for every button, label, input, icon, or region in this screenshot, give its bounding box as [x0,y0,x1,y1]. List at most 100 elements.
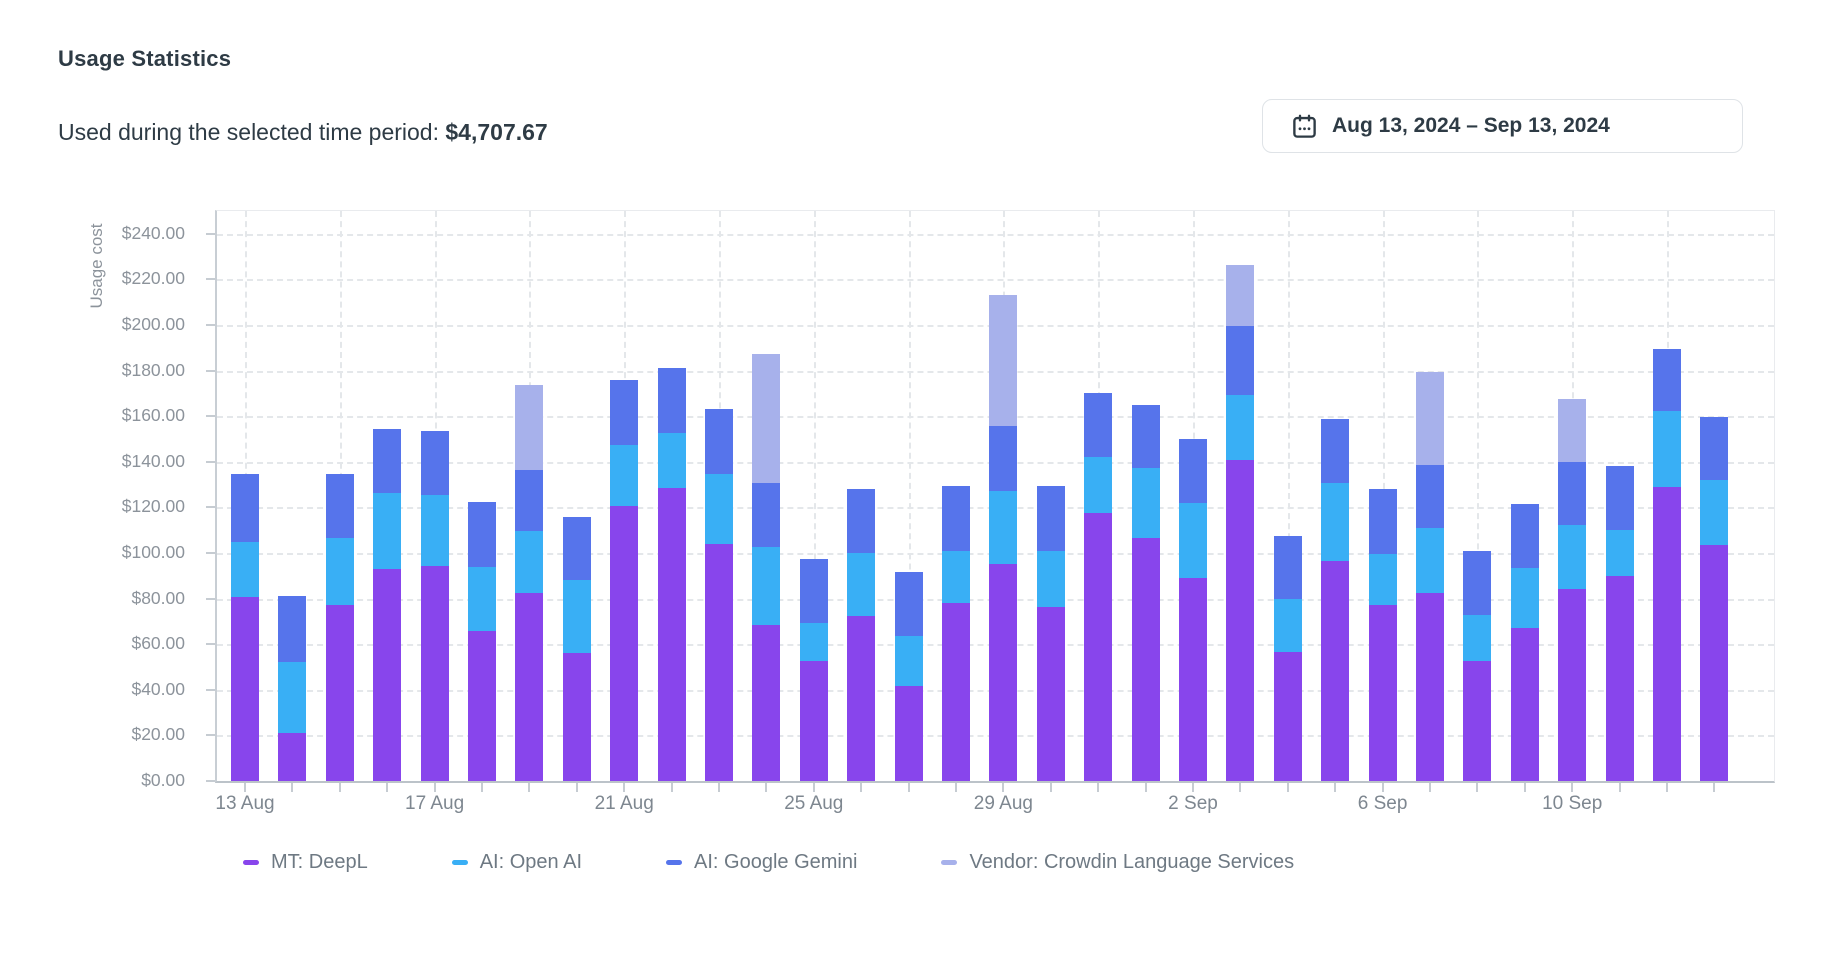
x-axis-tick [1666,783,1668,792]
y-tick-label: $20.00 [131,724,185,745]
bar-segment [752,624,781,781]
y-tick-label: $80.00 [131,587,185,608]
bar-segment [1084,457,1113,514]
y-axis-tick [206,460,215,463]
x-axis-tick [575,783,578,792]
bar-stack[interactable] [799,211,828,781]
x-axis-tick [1286,783,1289,792]
date-range-picker[interactable]: Aug 13, 2024 – Sep 13, 2024 [1262,99,1743,153]
bar-segment [1226,326,1255,395]
bar-stack[interactable] [657,211,686,781]
bar-segment [1463,614,1492,662]
bar-segment [1368,554,1397,606]
x-axis-tick [1239,783,1242,792]
bar-stack[interactable] [468,211,496,781]
y-axis-tick [206,688,215,691]
bar-stack[interactable] [278,211,307,781]
bar-segment [942,485,970,551]
bar-stack[interactable] [1273,211,1302,781]
bar-stack[interactable] [989,211,1018,781]
bar-segment [1273,652,1302,781]
bar-segment [989,426,1018,492]
x-axis-tick [860,783,863,792]
bar-segment [1084,513,1113,781]
bar-stack[interactable] [1558,211,1587,781]
bar-stack[interactable] [1416,211,1444,781]
legend-item[interactable]: Vendor: Crowdin Language Services [941,851,1294,874]
x-gridline [1287,211,1290,781]
bar-segment [610,444,639,507]
bar-segment [752,483,781,548]
bar-stack[interactable] [1084,211,1113,781]
x-tick-label: 6 Sep [1357,793,1408,814]
x-gridline [908,211,911,781]
bar-segment [894,686,923,781]
bar-segment [373,568,402,781]
chart-legend: MT: DeepL AI: Open AI AI: Google Gemini Ven… [243,851,1294,874]
bar-segment [373,492,402,569]
bar-segment [799,622,828,662]
bar-segment [1416,592,1444,781]
bar-segment [705,474,733,544]
legend-item[interactable]: AI: Google Gemini [666,851,857,874]
y-tick-label: $240.00 [121,222,185,243]
bar-stack[interactable] [231,211,259,781]
bar-stack[interactable] [562,211,591,781]
bar-stack[interactable] [1368,211,1397,781]
x-axis-tick [1476,783,1479,792]
bar-segment [562,653,591,781]
bar-stack[interactable] [420,211,449,781]
x-axis-tick [623,783,626,792]
bar-stack[interactable] [1510,211,1539,781]
bar-stack[interactable] [752,211,781,781]
bar-segment [847,489,876,553]
bar-segment [1700,480,1729,546]
x-axis-tick [1523,783,1526,792]
bar-segment [1510,567,1539,629]
y-axis-tick [206,780,215,782]
bar-segment [1416,465,1444,528]
bar-stack[interactable] [325,211,354,781]
bar-stack[interactable] [705,211,733,781]
y-tick-label: $180.00 [121,359,185,380]
bar-stack[interactable] [1179,211,1207,781]
bar-stack[interactable] [515,211,544,781]
bar-stack[interactable] [373,211,402,781]
y-tick-label: $0.00 [141,770,185,790]
bar-segment [231,474,259,542]
bar-segment [1653,410,1681,487]
bar-segment [468,630,496,781]
x-axis-tick [907,783,910,792]
bar-stack[interactable] [1700,211,1729,781]
x-axis-tick [1429,783,1431,792]
bar-stack[interactable] [942,211,970,781]
bar-segment [942,550,970,604]
x-axis-tick [670,783,673,792]
legend-item[interactable]: MT: DeepL [243,851,368,874]
legend-item[interactable]: AI: Open AI [451,851,582,874]
x-axis-tick [481,783,483,792]
bar-stack[interactable] [894,211,923,781]
bar-segment [1036,550,1065,607]
bar-stack[interactable] [1226,211,1255,781]
bar-stack[interactable] [1653,211,1681,781]
bar-stack[interactable] [1321,211,1350,781]
bar-stack[interactable] [1605,211,1634,781]
bar-segment [1036,606,1065,781]
bar-segment [325,474,354,539]
legend-marker [243,860,259,865]
bar-segment [1653,348,1681,411]
y-axis-tick [206,734,215,737]
bar-segment [1321,418,1350,484]
bar-segment [1321,560,1350,781]
bar-stack[interactable] [847,211,876,781]
bar-stack[interactable] [1036,211,1065,781]
y-gridline [217,233,1774,236]
bar-segment [515,592,544,781]
x-axis-tick [338,783,341,792]
bar-stack[interactable] [610,211,639,781]
bar-stack[interactable] [1131,211,1160,781]
x-axis-tick [955,783,957,792]
y-tick-label: $200.00 [121,314,185,334]
bar-stack[interactable] [1463,211,1492,781]
